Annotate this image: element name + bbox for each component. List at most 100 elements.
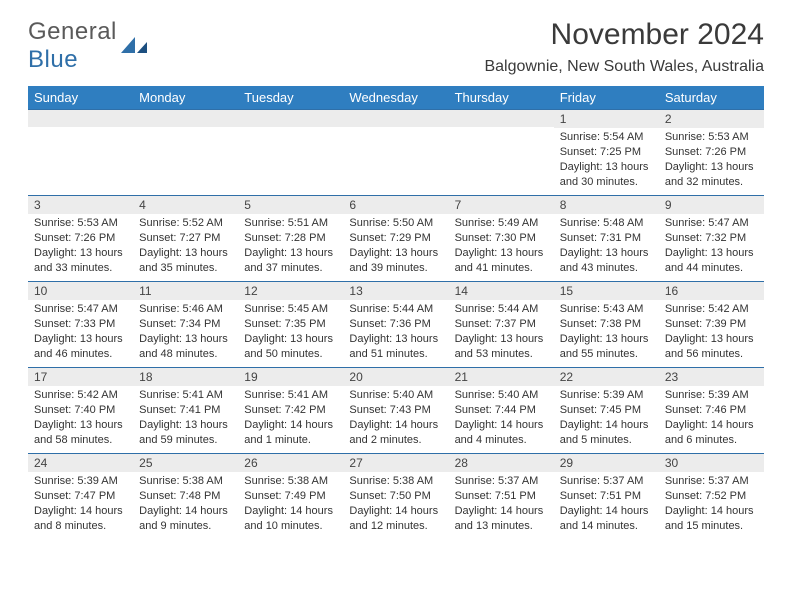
calendar-cell: 28Sunrise: 5:37 AMSunset: 7:51 PMDayligh… bbox=[449, 454, 554, 540]
sunset-text: Sunset: 7:32 PM bbox=[665, 231, 758, 246]
daylight-text: Daylight: 13 hours and 51 minutes. bbox=[349, 332, 442, 362]
daylight-text: Daylight: 13 hours and 53 minutes. bbox=[455, 332, 548, 362]
calendar-cell: 3Sunrise: 5:53 AMSunset: 7:26 PMDaylight… bbox=[28, 196, 133, 282]
day-content: Sunrise: 5:41 AMSunset: 7:42 PMDaylight:… bbox=[238, 386, 343, 451]
calendar-cell: 30Sunrise: 5:37 AMSunset: 7:52 PMDayligh… bbox=[659, 454, 764, 540]
day-number bbox=[238, 110, 343, 127]
sunset-text: Sunset: 7:43 PM bbox=[349, 403, 442, 418]
daylight-text: Daylight: 14 hours and 2 minutes. bbox=[349, 418, 442, 448]
day-number: 15 bbox=[554, 282, 659, 300]
day-content: Sunrise: 5:44 AMSunset: 7:37 PMDaylight:… bbox=[449, 300, 554, 365]
calendar-cell: 10Sunrise: 5:47 AMSunset: 7:33 PMDayligh… bbox=[28, 282, 133, 368]
logo-text-general: General bbox=[28, 18, 117, 45]
calendar-header-row: Sunday Monday Tuesday Wednesday Thursday… bbox=[28, 86, 764, 110]
logo-text: General Blue bbox=[28, 18, 117, 74]
daylight-text: Daylight: 14 hours and 5 minutes. bbox=[560, 418, 653, 448]
sunrise-text: Sunrise: 5:48 AM bbox=[560, 216, 653, 231]
calendar-body: 1Sunrise: 5:54 AMSunset: 7:25 PMDaylight… bbox=[28, 110, 764, 540]
day-content: Sunrise: 5:39 AMSunset: 7:46 PMDaylight:… bbox=[659, 386, 764, 451]
day-number: 18 bbox=[133, 368, 238, 386]
daylight-text: Daylight: 13 hours and 43 minutes. bbox=[560, 246, 653, 276]
daylight-text: Daylight: 14 hours and 6 minutes. bbox=[665, 418, 758, 448]
calendar-cell bbox=[238, 110, 343, 196]
daylight-text: Daylight: 13 hours and 32 minutes. bbox=[665, 160, 758, 190]
day-number: 26 bbox=[238, 454, 343, 472]
sunset-text: Sunset: 7:39 PM bbox=[665, 317, 758, 332]
day-number bbox=[133, 110, 238, 127]
daylight-text: Daylight: 13 hours and 44 minutes. bbox=[665, 246, 758, 276]
sunrise-text: Sunrise: 5:49 AM bbox=[455, 216, 548, 231]
calendar-cell: 14Sunrise: 5:44 AMSunset: 7:37 PMDayligh… bbox=[449, 282, 554, 368]
dayname-sun: Sunday bbox=[28, 86, 133, 110]
sunrise-text: Sunrise: 5:44 AM bbox=[455, 302, 548, 317]
day-content: Sunrise: 5:39 AMSunset: 7:45 PMDaylight:… bbox=[554, 386, 659, 451]
sunrise-text: Sunrise: 5:40 AM bbox=[349, 388, 442, 403]
calendar-row: 24 Sunrise: 5:39 AMSunset: 7:47 PM Dayligh… bbox=[28, 454, 764, 540]
calendar-cell: 13Sunrise: 5:44 AMSunset: 7:36 PMDayligh… bbox=[343, 282, 448, 368]
calendar-cell: 24Sunrise: 5:39 AMSunset: 7:47 PMDayligh… bbox=[28, 454, 133, 540]
dayname-sat: Saturday bbox=[659, 86, 764, 110]
sunrise-text: Sunrise: 5:39 AM bbox=[560, 388, 653, 403]
dayname-fri: Friday bbox=[554, 86, 659, 110]
daylight-text: Daylight: 13 hours and 30 minutes. bbox=[560, 160, 653, 190]
sunset-text: Sunset: 7:25 PM bbox=[560, 145, 653, 160]
day-content: Sunrise: 5:53 AMSunset: 7:26 PMDaylight:… bbox=[28, 214, 133, 279]
daylight-text: Daylight: 14 hours and 4 minutes. bbox=[455, 418, 548, 448]
day-number: 28 bbox=[449, 454, 554, 472]
calendar-cell: 16Sunrise: 5:42 AMSunset: 7:39 PMDayligh… bbox=[659, 282, 764, 368]
daylight-text: Daylight: 14 hours and 12 minutes. bbox=[349, 504, 442, 534]
day-number: 6 bbox=[343, 196, 448, 214]
day-content: Sunrise: 5:43 AMSunset: 7:38 PMDaylight:… bbox=[554, 300, 659, 365]
daylight-text: Daylight: 13 hours and 33 minutes. bbox=[34, 246, 127, 276]
daylight-text: Daylight: 13 hours and 37 minutes. bbox=[244, 246, 337, 276]
day-content: Sunrise: 5:37 AMSunset: 7:51 PMDaylight:… bbox=[449, 472, 554, 537]
sunset-text: Sunset: 7:50 PM bbox=[349, 489, 442, 504]
day-content: Sunrise: 5:47 AMSunset: 7:32 PMDaylight:… bbox=[659, 214, 764, 279]
day-number: 17 bbox=[28, 368, 133, 386]
sunrise-text: Sunrise: 5:46 AM bbox=[139, 302, 232, 317]
calendar-cell bbox=[449, 110, 554, 196]
day-content: Sunrise: 5:40 AMSunset: 7:43 PMDaylight:… bbox=[343, 386, 448, 451]
calendar-cell: 22Sunrise: 5:39 AMSunset: 7:45 PMDayligh… bbox=[554, 368, 659, 454]
daylight-text: Daylight: 13 hours and 48 minutes. bbox=[139, 332, 232, 362]
dayname-mon: Monday bbox=[133, 86, 238, 110]
sunset-text: Sunset: 7:51 PM bbox=[455, 489, 548, 504]
day-number: 2 bbox=[659, 110, 764, 128]
day-number: 19 bbox=[238, 368, 343, 386]
day-number: 20 bbox=[343, 368, 448, 386]
sunset-text: Sunset: 7:29 PM bbox=[349, 231, 442, 246]
sunrise-text: Sunrise: 5:39 AM bbox=[34, 474, 127, 489]
day-number: 24 bbox=[28, 454, 133, 472]
calendar-cell: 7Sunrise: 5:49 AMSunset: 7:30 PMDaylight… bbox=[449, 196, 554, 282]
sunrise-text: Sunrise: 5:52 AM bbox=[139, 216, 232, 231]
location: Balgownie, New South Wales, Australia bbox=[484, 58, 764, 76]
sunrise-text: Sunrise: 5:39 AM bbox=[665, 388, 758, 403]
day-number: 27 bbox=[343, 454, 448, 472]
daylight-text: Daylight: 13 hours and 46 minutes. bbox=[34, 332, 127, 362]
sunset-text: Sunset: 7:37 PM bbox=[455, 317, 548, 332]
day-number: 22 bbox=[554, 368, 659, 386]
calendar-row: 3Sunrise: 5:53 AMSunset: 7:26 PMDaylight… bbox=[28, 196, 764, 282]
sunrise-text: Sunrise: 5:50 AM bbox=[349, 216, 442, 231]
day-content: Sunrise: 5:47 AMSunset: 7:33 PMDaylight:… bbox=[28, 300, 133, 365]
sunset-text: Sunset: 7:47 PM bbox=[34, 489, 127, 504]
sunset-text: Sunset: 7:49 PM bbox=[244, 489, 337, 504]
calendar-cell: 4Sunrise: 5:52 AMSunset: 7:27 PMDaylight… bbox=[133, 196, 238, 282]
sunrise-text: Sunrise: 5:47 AM bbox=[665, 216, 758, 231]
calendar-cell: 18Sunrise: 5:41 AMSunset: 7:41 PMDayligh… bbox=[133, 368, 238, 454]
daylight-text: Daylight: 13 hours and 58 minutes. bbox=[34, 418, 127, 448]
dayname-thu: Thursday bbox=[449, 86, 554, 110]
day-number: 10 bbox=[28, 282, 133, 300]
daylight-text: Daylight: 13 hours and 39 minutes. bbox=[349, 246, 442, 276]
day-number: 5 bbox=[238, 196, 343, 214]
day-content: Sunrise: 5:38 AMSunset: 7:50 PMDaylight:… bbox=[343, 472, 448, 537]
calendar-cell bbox=[343, 110, 448, 196]
calendar-cell: 23Sunrise: 5:39 AMSunset: 7:46 PMDayligh… bbox=[659, 368, 764, 454]
calendar-cell: 26Sunrise: 5:38 AMSunset: 7:49 PMDayligh… bbox=[238, 454, 343, 540]
sunrise-text: Sunrise: 5:51 AM bbox=[244, 216, 337, 231]
sunrise-text: Sunrise: 5:47 AM bbox=[34, 302, 127, 317]
sunrise-text: Sunrise: 5:54 AM bbox=[560, 130, 653, 145]
day-number bbox=[28, 110, 133, 127]
calendar-cell: 15Sunrise: 5:43 AMSunset: 7:38 PMDayligh… bbox=[554, 282, 659, 368]
day-content: Sunrise: 5:41 AMSunset: 7:41 PMDaylight:… bbox=[133, 386, 238, 451]
